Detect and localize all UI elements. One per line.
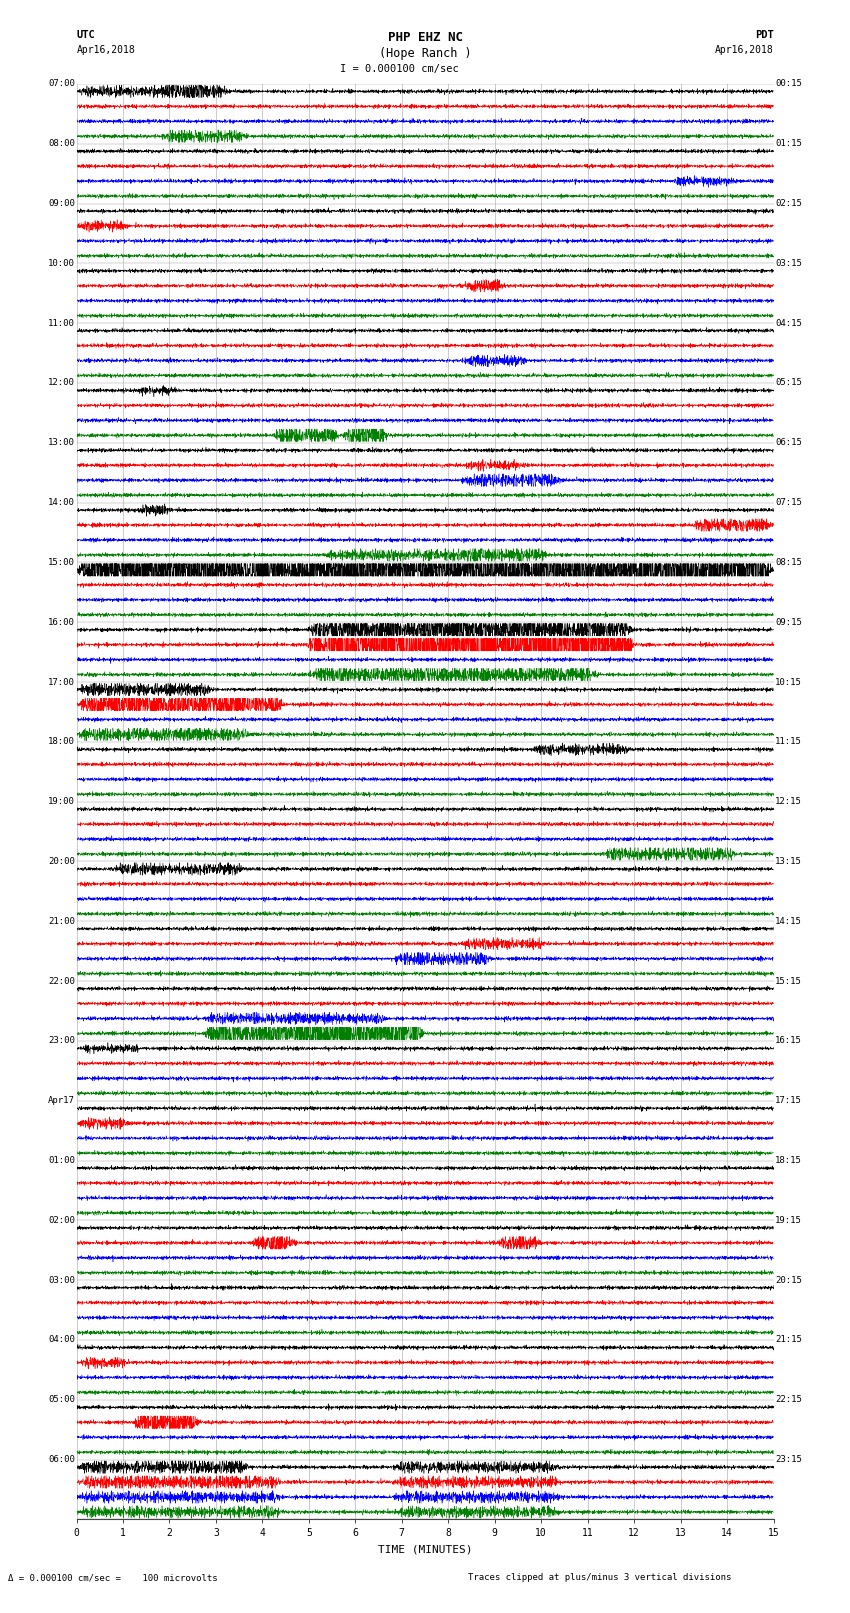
Text: 14:00: 14:00 bbox=[48, 498, 75, 506]
Text: Apr16,2018: Apr16,2018 bbox=[76, 45, 135, 55]
Text: 13:15: 13:15 bbox=[775, 857, 802, 866]
Text: 16:15: 16:15 bbox=[775, 1037, 802, 1045]
Text: 22:15: 22:15 bbox=[775, 1395, 802, 1405]
Text: 15:00: 15:00 bbox=[48, 558, 75, 566]
Text: 06:15: 06:15 bbox=[775, 439, 802, 447]
Text: 01:15: 01:15 bbox=[775, 139, 802, 148]
Text: 10:00: 10:00 bbox=[48, 258, 75, 268]
Text: 17:00: 17:00 bbox=[48, 677, 75, 687]
Text: 00:15: 00:15 bbox=[775, 79, 802, 89]
Text: Δ = 0.000100 cm/sec =    100 microvolts: Δ = 0.000100 cm/sec = 100 microvolts bbox=[8, 1573, 218, 1582]
Text: 13:00: 13:00 bbox=[48, 439, 75, 447]
Text: 10:15: 10:15 bbox=[775, 677, 802, 687]
Text: 19:15: 19:15 bbox=[775, 1216, 802, 1224]
Text: 14:15: 14:15 bbox=[775, 916, 802, 926]
Text: 23:00: 23:00 bbox=[48, 1037, 75, 1045]
Text: 03:00: 03:00 bbox=[48, 1276, 75, 1284]
X-axis label: TIME (MINUTES): TIME (MINUTES) bbox=[377, 1544, 473, 1553]
Text: 16:00: 16:00 bbox=[48, 618, 75, 627]
Text: 12:00: 12:00 bbox=[48, 379, 75, 387]
Text: 22:00: 22:00 bbox=[48, 976, 75, 986]
Text: 21:15: 21:15 bbox=[775, 1336, 802, 1345]
Text: 03:15: 03:15 bbox=[775, 258, 802, 268]
Text: 18:00: 18:00 bbox=[48, 737, 75, 747]
Text: 02:00: 02:00 bbox=[48, 1216, 75, 1224]
Text: 04:00: 04:00 bbox=[48, 1336, 75, 1345]
Text: 09:00: 09:00 bbox=[48, 198, 75, 208]
Text: 05:15: 05:15 bbox=[775, 379, 802, 387]
Text: 09:15: 09:15 bbox=[775, 618, 802, 627]
Text: UTC: UTC bbox=[76, 31, 95, 40]
Text: 02:15: 02:15 bbox=[775, 198, 802, 208]
Text: 07:00: 07:00 bbox=[48, 79, 75, 89]
Text: 06:00: 06:00 bbox=[48, 1455, 75, 1465]
Text: 07:15: 07:15 bbox=[775, 498, 802, 506]
Text: Traces clipped at plus/minus 3 vertical divisions: Traces clipped at plus/minus 3 vertical … bbox=[468, 1573, 731, 1582]
Text: 11:15: 11:15 bbox=[775, 737, 802, 747]
Text: PHP EHZ NC: PHP EHZ NC bbox=[388, 31, 462, 44]
Text: 21:00: 21:00 bbox=[48, 916, 75, 926]
Text: 23:15: 23:15 bbox=[775, 1455, 802, 1465]
Text: 15:15: 15:15 bbox=[775, 976, 802, 986]
Text: Apr17: Apr17 bbox=[48, 1097, 75, 1105]
Text: 11:00: 11:00 bbox=[48, 319, 75, 327]
Text: 12:15: 12:15 bbox=[775, 797, 802, 806]
Text: 01:00: 01:00 bbox=[48, 1157, 75, 1165]
Text: 20:00: 20:00 bbox=[48, 857, 75, 866]
Text: 20:15: 20:15 bbox=[775, 1276, 802, 1284]
Text: 18:15: 18:15 bbox=[775, 1157, 802, 1165]
Text: 05:00: 05:00 bbox=[48, 1395, 75, 1405]
Text: PDT: PDT bbox=[755, 31, 774, 40]
Text: 08:15: 08:15 bbox=[775, 558, 802, 566]
Text: (Hope Ranch ): (Hope Ranch ) bbox=[379, 47, 471, 60]
Text: I = 0.000100 cm/sec: I = 0.000100 cm/sec bbox=[340, 65, 459, 74]
Text: 19:00: 19:00 bbox=[48, 797, 75, 806]
Text: 17:15: 17:15 bbox=[775, 1097, 802, 1105]
Text: Apr16,2018: Apr16,2018 bbox=[715, 45, 774, 55]
Text: 04:15: 04:15 bbox=[775, 319, 802, 327]
Text: 08:00: 08:00 bbox=[48, 139, 75, 148]
